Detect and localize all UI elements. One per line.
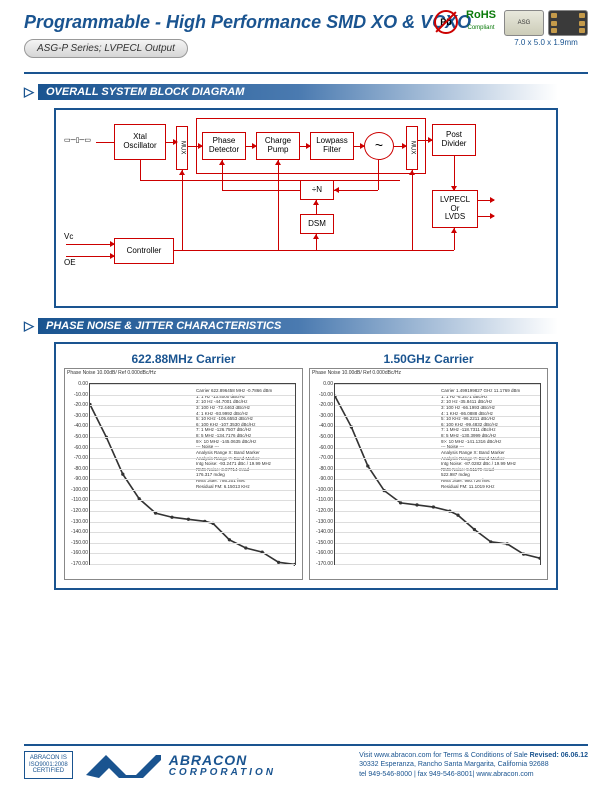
box-dsm: DSM <box>300 214 334 234</box>
arrow-icon <box>409 170 415 175</box>
crystal-icon: ▭─▯─▭ <box>64 136 91 144</box>
chart-2-header: Phase Noise 10.00dB/ Ref 0.000dBc/Hz <box>312 370 401 376</box>
arrow-icon <box>451 186 457 191</box>
chart-1-trace <box>90 384 295 589</box>
arrow-icon <box>490 213 495 219</box>
arrow-icon <box>173 139 178 145</box>
wire <box>182 170 183 250</box>
company-name-block: ABRACON CORPORATION <box>169 753 276 778</box>
wire <box>412 170 413 250</box>
wire <box>174 250 454 251</box>
arrow-icon <box>219 160 225 165</box>
chart-1-plot: Carrier 622.896458 MHz -0.7866 dBm1: 1 H… <box>89 383 296 565</box>
arrow-icon <box>275 160 281 165</box>
rohs-sub: Compliant <box>468 25 495 31</box>
chevron-icon: ▷ <box>24 318 34 334</box>
box-lvpecl: LVPECLOrLVDS <box>432 190 478 228</box>
wire <box>140 160 141 180</box>
dimensions-label: 7.0 x 5.0 x 1.9mm <box>514 38 578 47</box>
chart-2-title: 1.50GHz Carrier <box>309 352 548 366</box>
footer-contact: tel 949-546-8000 | fax 949-546-8001| www… <box>359 771 533 778</box>
chart-1-title: 622.88MHz Carrier <box>64 352 303 366</box>
wire <box>140 180 400 181</box>
chart-2-plot: Carrier 1.499199827 GHz 11.1769 dBm1: 1 … <box>334 383 541 565</box>
arrow-icon <box>402 143 407 149</box>
series-badge: ASG-P Series; LVPECL Output <box>24 39 188 58</box>
chart-1: 622.88MHz Carrier Phase Noise 10.00dB/ R… <box>64 352 303 580</box>
arrow-icon <box>490 197 495 203</box>
wire <box>66 244 114 245</box>
pll-group <box>196 118 426 174</box>
box-post: PostDivider <box>432 124 476 156</box>
footer-divider <box>24 744 588 746</box>
footer-revised: Revised: 06.06.12 <box>530 752 588 759</box>
chart-2-box: Phase Noise 10.00dB/ Ref 0.000dBc/Hz Car… <box>309 368 548 580</box>
rohs-label: RoHS Compliant <box>466 10 496 32</box>
section-header-1: ▷ OVERALL SYSTEM BLOCK DIAGRAM <box>24 84 588 100</box>
wire <box>66 256 114 257</box>
chart-2: 1.50GHz Carrier Phase Noise 10.00dB/ Ref… <box>309 352 548 580</box>
section-header-2: ▷ PHASE NOISE & JITTER CHARACTERISTICS <box>24 318 588 334</box>
arrow-icon <box>110 241 115 247</box>
pbfree-icon: Pb <box>434 10 458 34</box>
divider <box>24 72 588 74</box>
iso-badge: ABRACON ISISO9001:2008CERTIFIED <box>24 751 73 779</box>
box-xtal: XtalOscillator <box>114 124 166 160</box>
label-oe: OE <box>64 258 76 267</box>
label-vc: Vc <box>64 232 73 241</box>
arrow-icon <box>313 200 319 205</box>
chip-bottom-icon <box>548 10 588 36</box>
charts-container: 622.88MHz Carrier Phase Noise 10.00dB/ R… <box>54 342 558 590</box>
arrow-icon <box>179 170 185 175</box>
rohs-text: RoHS <box>466 9 496 21</box>
footer: ABRACON ISISO9001:2008CERTIFIED ABRACON … <box>24 744 588 780</box>
top-right-badges: Pb RoHS Compliant ASG 7.0 x 5.0 x 1.9mm <box>434 10 588 47</box>
footer-address: 30332 Esperanza, Rancho Santa Margarita,… <box>359 761 549 768</box>
chart-1-box: Phase Noise 10.00dB/ Ref 0.000dBc/Hz Car… <box>64 368 303 580</box>
footer-text: Visit www.abracon.com for Terms & Condit… <box>359 751 588 778</box>
chevron-icon: ▷ <box>24 84 34 100</box>
arrow-icon <box>252 143 257 149</box>
arrow-icon <box>306 143 311 149</box>
arrow-icon <box>451 228 457 233</box>
wire <box>378 160 379 190</box>
footer-visit: Visit www.abracon.com for Terms & Condit… <box>359 752 528 759</box>
wire <box>222 190 300 191</box>
wire <box>278 160 279 250</box>
arrow-icon <box>198 143 203 149</box>
box-divn: ÷N <box>300 180 334 200</box>
arrow-icon <box>334 187 339 193</box>
chart-2-trace <box>335 384 540 589</box>
arrow-icon <box>428 137 433 143</box>
wire <box>454 156 455 190</box>
box-mux1: MUX <box>176 126 188 170</box>
box-controller: Controller <box>114 238 174 264</box>
chip-label: ASG <box>518 20 531 26</box>
company-name: ABRACON <box>169 753 276 767</box>
chart-1-header: Phase Noise 10.00dB/ Ref 0.000dBc/Hz <box>67 370 156 376</box>
wire <box>96 142 114 143</box>
chip-top-icon: ASG <box>504 10 544 36</box>
wire <box>334 190 378 191</box>
company-sub: CORPORATION <box>169 767 276 778</box>
section-title-1: OVERALL SYSTEM BLOCK DIAGRAM <box>38 84 558 100</box>
arrow-icon <box>313 234 319 239</box>
chip-images: ASG 7.0 x 5.0 x 1.9mm <box>504 10 588 47</box>
abracon-logo-icon <box>81 750 161 780</box>
arrow-icon <box>360 143 365 149</box>
arrow-icon <box>110 253 115 259</box>
block-diagram: ▭─▯─▭ XtalOscillator MUX PhaseDetector C… <box>54 108 558 308</box>
section-title-2: PHASE NOISE & JITTER CHARACTERISTICS <box>38 318 558 334</box>
